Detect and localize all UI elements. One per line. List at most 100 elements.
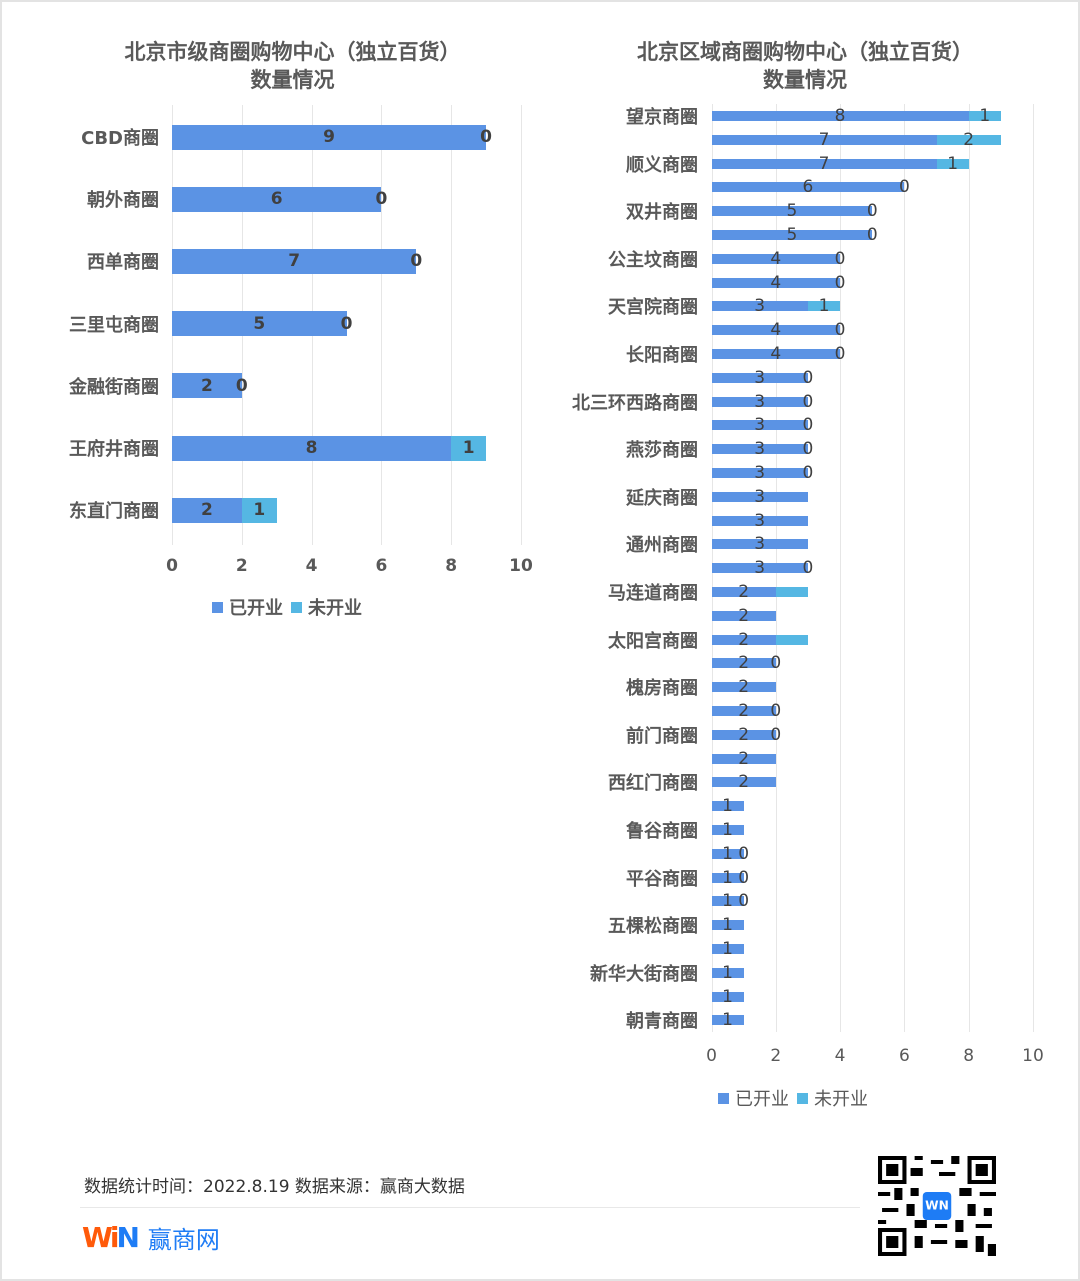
bar-segment-opened bbox=[711, 420, 808, 431]
data-label: 2 bbox=[738, 653, 750, 674]
legend-item: 已开业 bbox=[212, 594, 283, 620]
bar-segment-opened bbox=[711, 706, 776, 716]
bar-segment-opened bbox=[711, 111, 969, 121]
data-label: 3 bbox=[754, 367, 766, 388]
bar-segment-opened bbox=[711, 206, 873, 217]
x-tick-label: 10 bbox=[509, 556, 533, 576]
bar-segment-unopened bbox=[807, 301, 841, 312]
bar-segment-opened bbox=[711, 372, 808, 383]
legend-item: 已开业 bbox=[718, 1085, 789, 1111]
data-label: 0 bbox=[738, 843, 750, 864]
data-label: 1 bbox=[979, 106, 991, 126]
category-label: 延庆商圈 bbox=[626, 487, 698, 509]
data-label: 5 bbox=[786, 201, 798, 222]
data-label: 2 bbox=[738, 772, 750, 793]
category-label: 朝外商圈 bbox=[87, 190, 159, 212]
bar-segment-opened bbox=[172, 373, 242, 399]
bar-segment-opened bbox=[711, 991, 744, 1002]
bar-segment-opened bbox=[711, 753, 776, 764]
bar-segment-opened bbox=[711, 563, 808, 574]
bar-segment-unopened bbox=[451, 435, 487, 461]
category-label: 王府井商圈 bbox=[69, 439, 159, 460]
bar-segment-opened bbox=[711, 325, 841, 336]
data-label: 3 bbox=[754, 391, 766, 412]
data-label: 4 bbox=[770, 248, 782, 269]
gridline bbox=[904, 104, 906, 1032]
bar-segment-unopened bbox=[968, 111, 1001, 121]
bar-segment-opened bbox=[711, 134, 937, 145]
x-tick-label: 8 bbox=[963, 1046, 975, 1066]
x-tick-label: 4 bbox=[305, 556, 318, 576]
bar-segment-opened bbox=[711, 872, 744, 883]
data-label: 0 bbox=[802, 391, 814, 412]
category-label: 通州商圈 bbox=[626, 535, 698, 557]
footer-divider bbox=[80, 1207, 860, 1208]
x-tick-label: 2 bbox=[770, 1046, 782, 1066]
bar-segment-opened bbox=[711, 158, 937, 169]
data-label: 0 bbox=[770, 653, 782, 674]
category-label: 北三环西路商圈 bbox=[572, 392, 698, 414]
data-label: 0 bbox=[802, 463, 814, 483]
data-label: 0 bbox=[834, 320, 846, 341]
legend-swatch-icon bbox=[212, 601, 223, 613]
category-label: 朝青商圈 bbox=[626, 1011, 698, 1033]
data-label: 1 bbox=[462, 438, 475, 458]
legend-label: 已开业 bbox=[229, 598, 283, 619]
data-label: 0 bbox=[802, 367, 814, 388]
data-label: 0 bbox=[866, 225, 878, 245]
data-label: 1 bbox=[722, 867, 733, 888]
data-label: 7 bbox=[818, 129, 830, 150]
data-label: 6 bbox=[270, 189, 283, 210]
category-label: 金融街商圈 bbox=[69, 376, 159, 398]
data-label: 1 bbox=[722, 962, 733, 983]
bar-segment-unopened bbox=[775, 634, 808, 645]
data-label: 0 bbox=[770, 701, 782, 721]
data-label: 1 bbox=[722, 939, 733, 959]
data-label: 5 bbox=[253, 313, 266, 334]
data-label: 2 bbox=[738, 724, 750, 745]
data-source-note: 数据统计时间：2022.8.19 数据来源：赢商大数据 bbox=[84, 1177, 465, 1197]
category-label: 天宫院商圈 bbox=[608, 297, 698, 319]
data-label: 0 bbox=[375, 189, 388, 210]
chart-title-line: 数量情况 bbox=[250, 68, 335, 92]
chart-legend: 已开业 未开业 bbox=[718, 1085, 876, 1111]
data-label: 0 bbox=[480, 127, 493, 147]
data-label: 2 bbox=[738, 605, 750, 626]
category-label: 鲁谷商圈 bbox=[626, 821, 698, 842]
data-label: 7 bbox=[288, 251, 301, 272]
data-label: 2 bbox=[963, 129, 975, 150]
data-label: 2 bbox=[738, 582, 750, 602]
category-label: CBD商圈 bbox=[81, 128, 159, 149]
logo-mark-w: Wi bbox=[82, 1221, 120, 1254]
bar-segment-opened bbox=[711, 515, 808, 526]
data-label: 2 bbox=[738, 701, 750, 721]
bar-segment-unopened bbox=[775, 587, 808, 597]
category-label: 马连道商圈 bbox=[608, 583, 698, 604]
category-label: 西红门商圈 bbox=[608, 773, 698, 795]
bar-segment-opened bbox=[711, 396, 808, 407]
legend-label: 未开业 bbox=[814, 1089, 868, 1110]
data-label: 9 bbox=[323, 127, 335, 147]
bar-segment-opened bbox=[711, 539, 808, 550]
bar-segment-opened bbox=[172, 497, 242, 523]
bar-segment-opened bbox=[711, 848, 744, 859]
data-label: 0 bbox=[866, 201, 878, 222]
data-label: 2 bbox=[200, 500, 213, 521]
category-label: 太阳宫商圈 bbox=[608, 630, 698, 652]
bar-segment-opened bbox=[711, 920, 744, 931]
data-label: 0 bbox=[834, 344, 846, 364]
gridline bbox=[521, 105, 522, 545]
data-label: 0 bbox=[802, 415, 814, 436]
chart-title: 北京市级商圈购物中心（独立百货） 数量情况 bbox=[20, 38, 565, 94]
bar-segment-opened bbox=[711, 301, 808, 312]
legend-swatch-icon bbox=[797, 1092, 808, 1104]
gridline bbox=[1033, 104, 1034, 1032]
gridline bbox=[451, 105, 453, 545]
bar-segment-opened bbox=[711, 253, 841, 264]
x-tick-label: 8 bbox=[445, 556, 458, 576]
bar-segment-opened bbox=[711, 587, 776, 597]
data-label: 3 bbox=[754, 463, 766, 483]
data-label: 5 bbox=[786, 225, 798, 245]
legend-label: 未开业 bbox=[308, 598, 362, 619]
